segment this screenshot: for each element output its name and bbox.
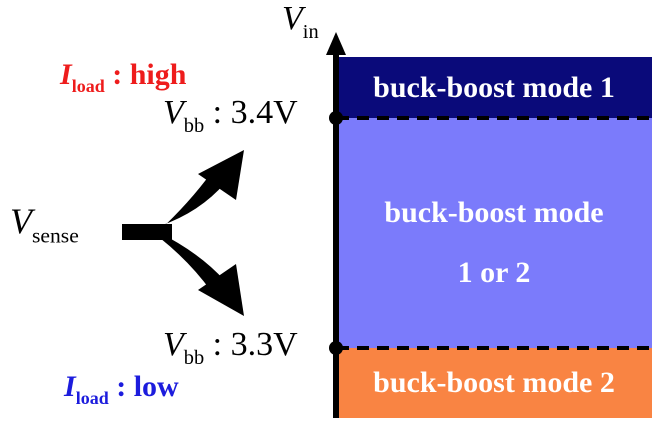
region-mode-2: buck-boost mode 2 <box>336 348 652 418</box>
threshold-dot-low <box>329 341 343 355</box>
region-mode-1: buck-boost mode 1 <box>336 57 652 118</box>
vin-axis-arrowhead <box>326 32 346 55</box>
arrow-up-shaft <box>158 173 225 232</box>
vbb-low-label: Vbb : 3.3V <box>163 326 298 370</box>
arrow-down-head <box>198 264 244 316</box>
arrow-down-shaft <box>158 232 225 291</box>
threshold-dot-high <box>329 111 343 125</box>
vbb-high-label: Vbb : 3.4V <box>163 94 298 138</box>
vin-axis-label: Vin <box>282 0 319 44</box>
region-mode-1-label: buck-boost mode 1 <box>373 71 615 104</box>
region-mode-1-or-2-line1: buck-boost mode <box>384 196 604 229</box>
iload-low-label: Iload : low <box>64 370 179 409</box>
region-mode-1-or-2: buck-boost mode 1 or 2 <box>336 118 652 348</box>
region-mode-2-label: buck-boost mode 2 <box>373 366 615 399</box>
arrow-up-head <box>198 150 244 200</box>
iload-high-label: Iload : high <box>60 58 187 97</box>
region-mode-1-or-2-line2: 1 or 2 <box>457 256 531 289</box>
vsense-label: Vsense <box>10 201 79 248</box>
